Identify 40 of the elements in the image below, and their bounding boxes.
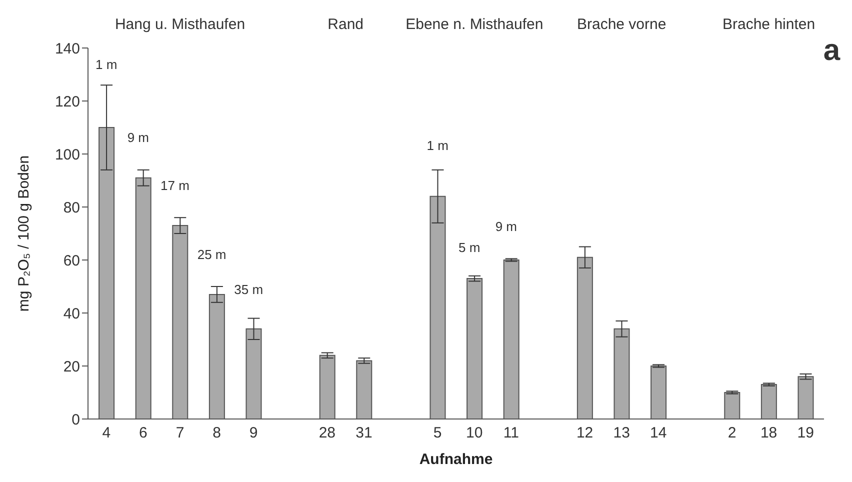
y-tick-label: 60 <box>63 252 80 270</box>
text: Brache hinten <box>722 16 816 33</box>
text: Hang u. Misthaufen <box>114 16 246 33</box>
x-tick-label: 6 <box>139 424 148 442</box>
x-axis-title: Aufnahme <box>419 451 493 468</box>
x-tick-label: 18 <box>760 424 778 442</box>
x-tick-label: 19 <box>797 424 814 442</box>
x-tick-label: 2 <box>728 424 736 442</box>
annotation: 17 m <box>160 178 190 193</box>
annotation: 9 m <box>494 218 518 234</box>
x-tick-label: 8 <box>212 424 221 442</box>
y-tick-label: 120 <box>54 93 80 110</box>
x-tick-label: 10 <box>466 424 483 442</box>
x-tick-label: 9 <box>249 424 258 442</box>
x-tick-label: 12 <box>576 424 594 442</box>
y-tick-label: 0 <box>72 411 80 428</box>
x-tick-label: 7 <box>176 424 184 442</box>
y-tick-label: 100 <box>54 146 80 164</box>
x-tick-label: 11 <box>503 424 519 442</box>
annotation: 1 m <box>426 138 450 153</box>
x-tick-label: 14 <box>650 424 667 442</box>
annotation: a <box>823 34 840 68</box>
y-tick-label: 20 <box>63 358 80 376</box>
annotation: 25 m <box>196 246 228 262</box>
x-tick-label: 31 <box>356 424 372 442</box>
y-tick-label: 80 <box>63 199 80 216</box>
y-tick-label: 40 <box>63 305 80 322</box>
annotation: 35 m <box>233 282 264 298</box>
y-tick-label: 140 <box>54 40 80 58</box>
text: Brache vorne <box>576 16 666 33</box>
text: Rand <box>328 16 364 33</box>
y-axis-title: mg P₂O₅ / 100 g Boden <box>15 155 32 312</box>
x-tick-label: 13 <box>613 424 630 442</box>
x-tick-label: 4 <box>102 424 111 442</box>
x-tick-label: 5 <box>433 424 442 442</box>
x-tick-label: 28 <box>318 424 336 442</box>
annotation: 5 m <box>458 240 482 255</box>
text: Ebene n. Misthaufen <box>404 16 544 33</box>
annotation: 9 m <box>126 130 150 145</box>
annotation: 1 m <box>94 57 118 72</box>
